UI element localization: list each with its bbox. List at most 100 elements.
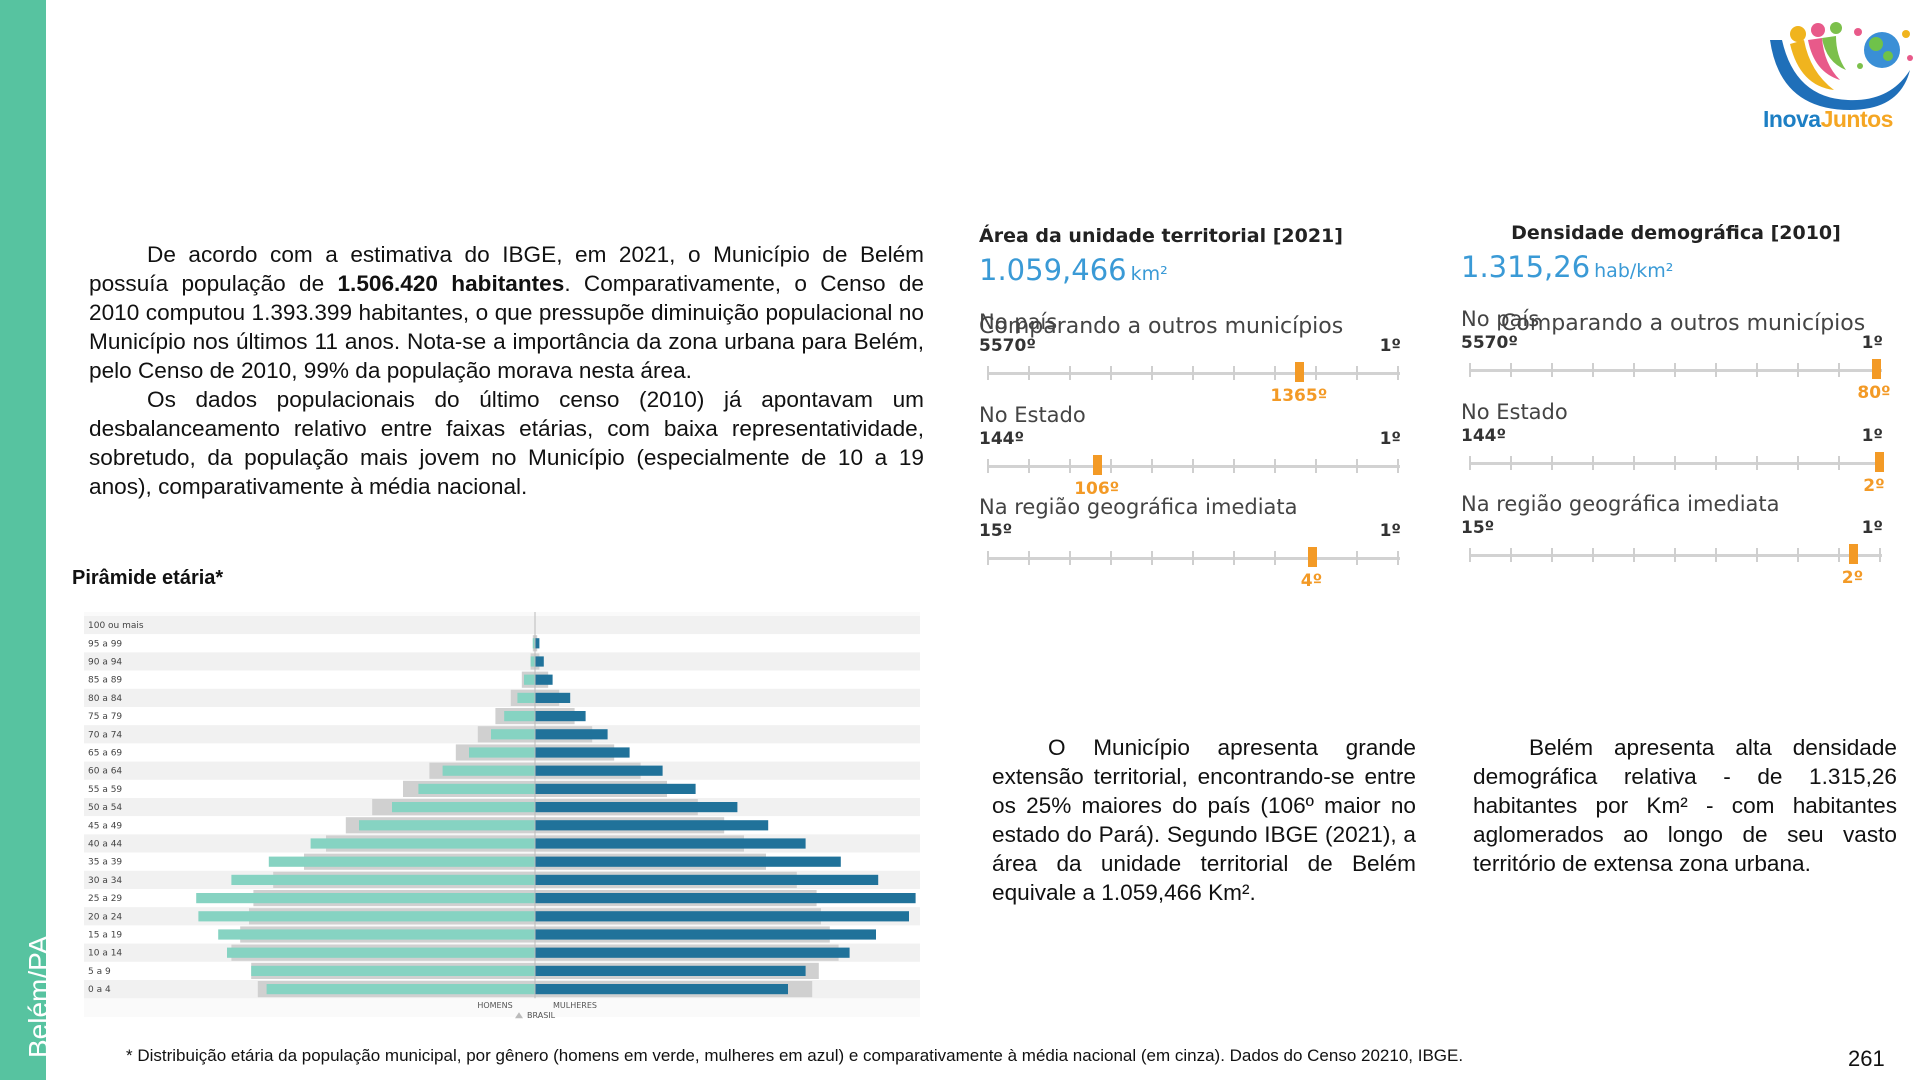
rank-min: 144º [1461, 426, 1507, 446]
rank-tick [1551, 363, 1553, 377]
rank-tick [1674, 456, 1676, 470]
rank-tick [1028, 366, 1030, 380]
rank-tick [1838, 363, 1840, 377]
rank-tick [987, 366, 989, 380]
rank-label: No país [1461, 307, 1540, 331]
area-title: Área da unidade territorial [2021] [979, 225, 1343, 247]
rank-tick [1838, 548, 1840, 562]
women-bar [535, 965, 806, 976]
page-number: 261 [1848, 1046, 1885, 1071]
rank-tick [1510, 363, 1512, 377]
rank-tick [1069, 551, 1071, 565]
rank-max: 1º [1861, 426, 1883, 446]
rank-min: 15º [979, 521, 1013, 541]
rank-tick [1356, 551, 1358, 565]
pyramid-row-band [84, 652, 920, 671]
women-bar [535, 838, 806, 849]
pyramid-row-band [84, 688, 920, 707]
rank-marker [1872, 359, 1882, 379]
area-value: 1.059,466 km² [979, 253, 1168, 287]
rank-marker-label: 2º [1841, 568, 1864, 588]
rank-tick [1469, 363, 1471, 377]
men-bar [359, 820, 535, 831]
rank-tick [1633, 363, 1635, 377]
men-bar [231, 874, 535, 885]
rank-tick [1110, 551, 1112, 565]
age-group-label: 0 a 4 [88, 985, 111, 995]
women-bar [535, 856, 841, 867]
rank-tick [1151, 459, 1153, 473]
rank-tick [1715, 363, 1717, 377]
rank-marker-label: 1365º [1270, 386, 1328, 406]
legend-brasil: BRASIL [527, 1011, 556, 1020]
men-bar [504, 711, 535, 722]
women-bar [535, 893, 916, 904]
rank-tick [1756, 363, 1758, 377]
women-bar [535, 820, 769, 831]
age-group-label: 100 ou mais [88, 621, 144, 631]
rank-track: 4º [987, 547, 1400, 591]
age-group-label: 55 a 59 [88, 785, 122, 795]
age-group-label: 20 a 24 [88, 912, 122, 922]
rank-max: 1º [1861, 518, 1883, 538]
rank-tick [1315, 366, 1317, 380]
rank-marker [1848, 544, 1858, 564]
density-description: Belém apresenta alta densidade demográfi… [1473, 735, 1897, 876]
women-bar [535, 765, 663, 776]
age-group-label: 60 a 64 [88, 767, 122, 777]
age-group-label: 25 a 29 [88, 894, 122, 904]
men-bar [524, 674, 535, 685]
rank-tick [1110, 459, 1112, 473]
age-group-label: 5 a 9 [88, 967, 111, 977]
rank-tick [987, 551, 989, 565]
rank-tick [1356, 459, 1358, 473]
women-bar [535, 783, 696, 794]
women-bar [535, 729, 608, 740]
legend-brasil-marker [515, 1012, 523, 1019]
rank-tick [987, 459, 989, 473]
density-value: 1.315,26 hab/km² [1461, 250, 1674, 284]
rank-tick [1274, 366, 1276, 380]
women-bar [535, 802, 738, 813]
rank-tick [1192, 459, 1194, 473]
rank-track: 80º [1469, 359, 1891, 403]
legend-men: HOMENS [477, 1001, 512, 1010]
age-group-label: 80 a 84 [88, 694, 122, 704]
rank-tick [1715, 548, 1717, 562]
rank-block: No Estado 144º 1º 106º [979, 403, 1409, 503]
men-bar [532, 638, 535, 649]
women-bar [535, 692, 571, 703]
age-group-label: 40 a 44 [88, 840, 122, 850]
rank-tick [1356, 366, 1358, 380]
women-bar [535, 984, 788, 995]
rank-tick [1397, 366, 1399, 380]
men-bar [268, 856, 535, 867]
rank-block: No Estado 144º 1º 2º [1461, 400, 1891, 500]
age-group-label: 50 a 54 [88, 803, 122, 813]
pyramid-row-band [84, 616, 920, 635]
rank-max: 1º [1379, 336, 1401, 356]
rank-tick [1797, 363, 1799, 377]
age-pyramid-chart: 100 ou mais 95 a 99 90 a 94 85 a 89 80 a 84 7… [84, 612, 920, 1020]
rank-max: 1º [1379, 429, 1401, 449]
intro-text: De acordo com a estimativa do IBGE, em 2… [89, 240, 924, 501]
density-title: Densidade demográfica [2010] [1511, 222, 1841, 244]
legend-women: MULHERES [553, 1001, 597, 1010]
rank-track: 1365º [987, 362, 1400, 406]
age-group-label: 10 a 14 [88, 949, 122, 959]
age-group-label: 35 a 39 [88, 858, 122, 868]
women-bar [535, 874, 879, 885]
rank-label: No país [979, 310, 1058, 334]
rank-tick [1715, 456, 1717, 470]
rank-block: No país 5570º 1º 80º [1461, 307, 1891, 407]
pyramid-row-band [84, 634, 920, 653]
men-bar [310, 838, 535, 849]
rank-tick [1110, 366, 1112, 380]
women-bar [535, 911, 909, 922]
women-bar [535, 674, 553, 685]
men-bar [530, 656, 535, 667]
age-group-label: 65 a 69 [88, 749, 122, 759]
age-group-label: 95 a 99 [88, 639, 122, 649]
rank-tick [1879, 548, 1881, 562]
rank-tick [1592, 548, 1594, 562]
